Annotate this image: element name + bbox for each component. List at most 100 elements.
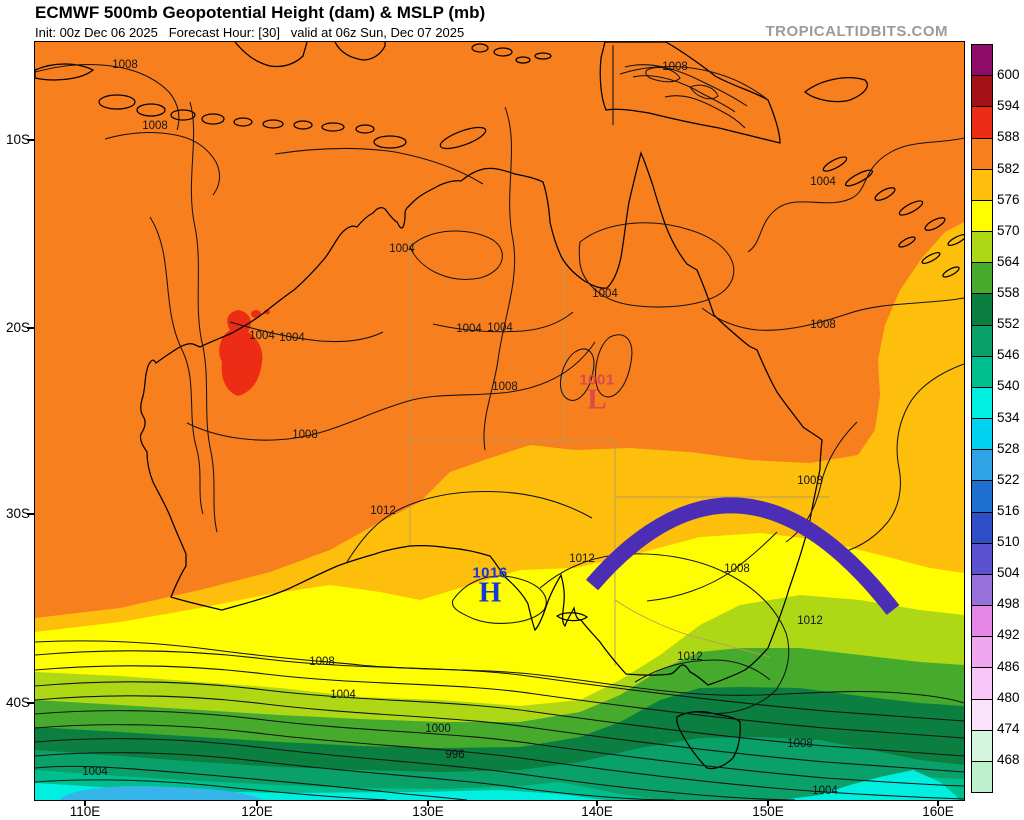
colorbar-segment [972, 605, 992, 637]
coastlines [35, 42, 964, 770]
colorbar-tick-label: 510 [997, 534, 1020, 549]
colorbar-tick-label: 576 [997, 191, 1020, 207]
colorbar-tick-label: 600 [997, 67, 1020, 83]
isobar-label: 1004 [810, 176, 836, 188]
colorbar-tick-label: 528 [997, 440, 1020, 456]
colorbar-segment [972, 636, 992, 668]
isobar-label: 1012 [677, 651, 703, 663]
band-588-594-spot [251, 310, 261, 318]
isobar-contours [35, 63, 964, 800]
lat-tick-label: 20S [5, 320, 30, 335]
pressure-center-H: 1016 H [472, 566, 507, 609]
lat-tick-label: 40S [5, 695, 30, 710]
kangaroo-island [555, 612, 589, 622]
lon-tick [596, 800, 598, 806]
pressure-center-symbol: L [587, 383, 607, 416]
colorbar-tick-label: 594 [997, 98, 1020, 114]
isobar-label: 1000 [425, 723, 451, 735]
colorbar-segment [972, 137, 992, 169]
colorbar-segment [972, 231, 992, 263]
colorbar-segment [972, 760, 992, 793]
isobar-label: 1004 [330, 689, 356, 701]
colorbar-tick-label: 564 [997, 253, 1020, 269]
isobar-label: 1008 [797, 475, 823, 487]
colorbar-tick-label: 546 [997, 347, 1020, 363]
lon-tick [256, 800, 258, 806]
pressure-center-value: 1001 [579, 371, 615, 389]
colorbar-tick-label: 558 [997, 285, 1020, 300]
colorbar-tick-label: 486 [997, 658, 1020, 674]
colorbar-segment [972, 293, 992, 325]
colorbar-tick-label: 498 [997, 596, 1020, 612]
colorbar-segment [972, 262, 992, 294]
pressure-center-L: 1001 L [579, 371, 615, 416]
colorbar-segment [972, 75, 992, 107]
colorbar-tick-label: 474 [997, 720, 1020, 736]
colorbar-segment [972, 168, 992, 200]
isobar-label: 1008 [724, 563, 750, 575]
isobar-label: 1008 [787, 738, 813, 750]
lon-tick [937, 800, 939, 806]
colorbar-segment [972, 324, 992, 356]
lon-tick-label: 110E [69, 804, 101, 819]
lon-tick-label: 140E [581, 804, 613, 819]
isobar-label: 1004 [82, 766, 108, 778]
lon-tick [427, 800, 429, 806]
lon-tick [767, 800, 769, 806]
lon-tick-label: 120E [241, 804, 273, 819]
colorbar-segment [972, 698, 992, 730]
lat-tick-label: 10S [5, 132, 30, 147]
isobar-label: 1012 [569, 553, 595, 565]
new-guinea-coast [599, 42, 781, 144]
colorbar-tick-label: 492 [997, 627, 1020, 643]
java-coast [35, 63, 95, 81]
isobar-label: 996 [445, 749, 465, 761]
jet-arc-annotation [585, 497, 900, 615]
colorbar-segment [972, 511, 992, 543]
colorbar-segment [972, 542, 992, 574]
colorbar-tick-label: 522 [997, 471, 1020, 487]
pressure-center-symbol: H [478, 576, 502, 609]
colorbar-segment [972, 449, 992, 481]
lat-tick [27, 513, 34, 515]
isobar-label: 1008 [142, 120, 168, 132]
isobar-label: 1004 [279, 332, 305, 344]
colorbar [971, 44, 993, 793]
colorbar-segment [972, 386, 992, 419]
lon-tick-label: 160E [922, 804, 954, 819]
colorbar-tick-label: 582 [997, 160, 1020, 176]
colorbar-tick-label: 504 [997, 565, 1020, 581]
band-588-594-spot2 [264, 309, 270, 315]
map-svg [35, 42, 964, 800]
isobar-label: 1004 [592, 288, 618, 300]
isobar-label: 1004 [812, 785, 838, 797]
lat-tick-label: 30S [5, 506, 30, 521]
colorbar-tick-label: 534 [997, 409, 1020, 425]
lat-tick [27, 327, 34, 329]
colorbar-tick-label: 540 [997, 378, 1020, 394]
colorbar-segment [972, 106, 992, 138]
isobar-label: 1008 [292, 429, 318, 441]
colorbar-segment [972, 418, 992, 450]
colorbar-labels: 600 594 588 582 576 570 564 558 552 546 540 534 528 5… [997, 44, 1024, 791]
colorbar-segment [972, 45, 992, 76]
tropicaltidbits-watermark: TROPICALTIDBITS.COM [765, 23, 948, 40]
height-fill-bands [35, 42, 964, 800]
colorbar-segment [972, 199, 992, 232]
colorbar-tick-label: 480 [997, 689, 1020, 705]
isobar-label: 1008 [810, 319, 836, 331]
lon-tick [84, 800, 86, 806]
isobar-label: 1008 [492, 381, 518, 393]
map-canvas: 1008 1008 1008 1004 1004 1004 1004 1004 1004 1004… [34, 41, 965, 801]
colorbar-segment [972, 480, 992, 512]
isobar-label: 1008 [309, 656, 335, 668]
new-britain-coast [803, 77, 868, 103]
colorbar-segment [972, 667, 992, 699]
band-540-546 [35, 770, 964, 800]
band-588-594-blob [219, 310, 263, 396]
page-title: ECMWF 500mb Geopotential Height (dam) & … [35, 3, 486, 22]
lon-tick-label: 130E [412, 804, 444, 819]
band-528-534 [60, 786, 263, 800]
isobar-label: 1004 [249, 330, 275, 342]
